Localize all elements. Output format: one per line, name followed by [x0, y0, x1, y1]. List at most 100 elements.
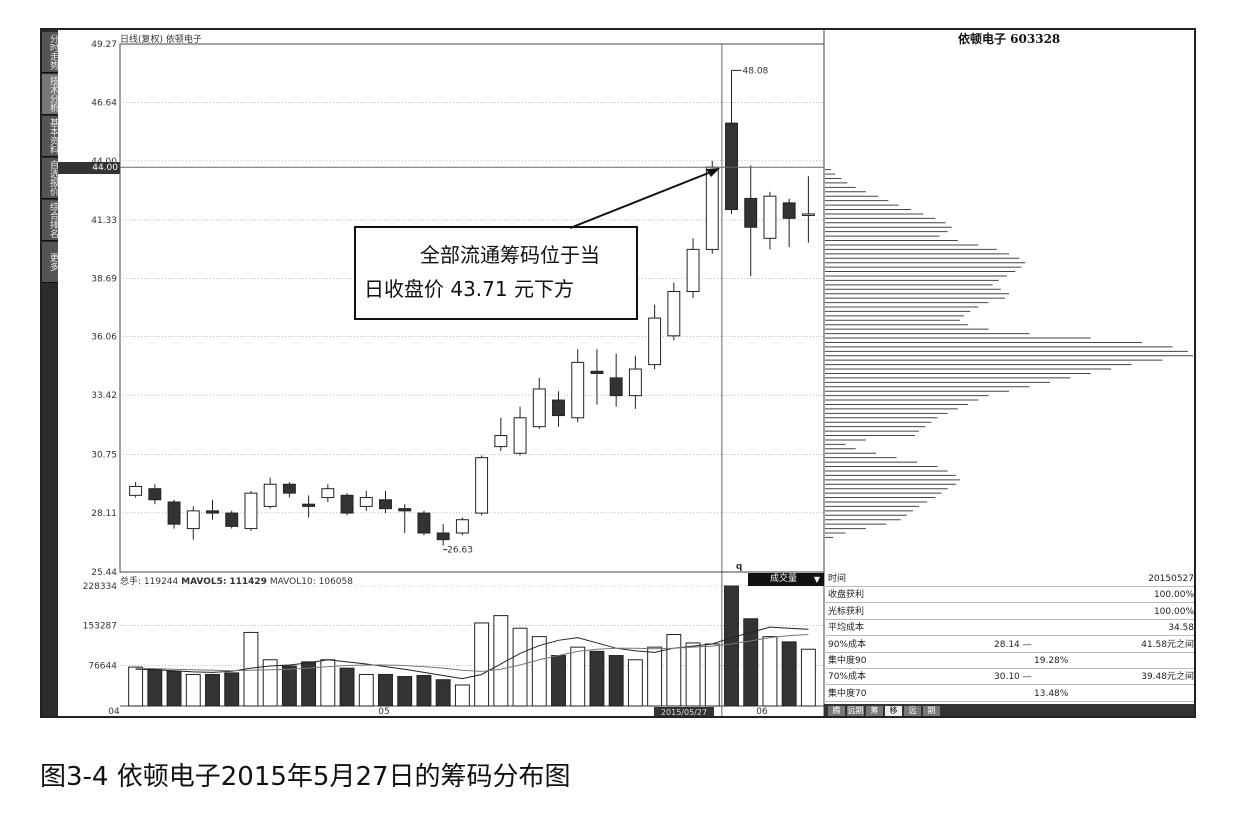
- info-row-value: 39.48元之间: [1141, 672, 1194, 683]
- info-row-label: 集中度90: [828, 656, 867, 666]
- volume-bar: [224, 672, 240, 707]
- info-row-value: 100.00%: [1153, 606, 1194, 617]
- candle-body: [590, 370, 604, 374]
- volume-bar: [724, 585, 739, 707]
- volume-bar: [627, 659, 643, 707]
- sidebar-tab-4[interactable]: 综合排名: [42, 200, 58, 241]
- candle-body: [475, 457, 489, 514]
- chip-info-tab-1[interactable]: 远期: [847, 706, 864, 716]
- candle-body: [763, 195, 777, 239]
- info-row: 收盘获利 100.00%: [824, 588, 1194, 604]
- annotation-callout: 全部流通筹码位于当 日收盘价 43.71 元下方: [354, 226, 638, 320]
- volume-tick-label: 76644: [88, 662, 117, 672]
- sidebar-tab-5[interactable]: 更多: [42, 242, 58, 283]
- current-price-marker: 44.00: [58, 162, 120, 174]
- candle-body: [455, 519, 469, 534]
- chevron-down-icon: ▼: [813, 575, 820, 584]
- candle-body: [186, 510, 200, 530]
- candle-body: [244, 492, 258, 530]
- mavol5-value: 111429: [229, 577, 267, 587]
- info-row-mid-value: 13.48%: [1034, 688, 1069, 699]
- callout-line-1: 全部流通筹码位于当: [420, 243, 600, 267]
- info-row-label: 平均成本: [828, 623, 865, 634]
- chip-info-panel: 时间 20150527 收盘获利 100.00% 光标获利 100.00% 平均成本 34.5…: [824, 572, 1194, 704]
- candle-body: [628, 368, 642, 397]
- chip-info-tab-5[interactable]: 期: [923, 706, 940, 716]
- left-tab-bar: 分时走势 技术分析 基本资料 自选报价 综合排名 更多: [42, 30, 58, 716]
- volume-bar: [454, 684, 470, 707]
- candle-body: [282, 483, 296, 494]
- info-row-label: 光标获利: [828, 606, 865, 617]
- indicator-select-button[interactable]: 成交量 ▼: [748, 573, 824, 586]
- info-row: 平均成本 34.58: [824, 621, 1194, 637]
- info-row-label: 集中度70: [828, 688, 867, 699]
- info-row-value: 100.00%: [1153, 590, 1194, 601]
- info-row: 时间 20150527: [824, 572, 1194, 587]
- price-tick-label: 36.06: [91, 333, 117, 343]
- chip-info-tab-0[interactable]: 腾: [828, 706, 845, 716]
- candle-body: [667, 290, 681, 337]
- price-tick-label: 49.27: [91, 40, 117, 50]
- price-tick-label: 33.42: [91, 391, 117, 401]
- candle-body: [436, 532, 450, 541]
- sidebar-tab-0[interactable]: 分时走势: [42, 32, 58, 73]
- volume-bar: [185, 673, 201, 707]
- volume-bar: [397, 676, 413, 707]
- candle-body: [359, 497, 373, 507]
- volume-bar: [781, 641, 797, 707]
- info-row-label: 70%成本: [828, 672, 867, 683]
- chip-info-tab-2[interactable]: 筹: [866, 706, 883, 716]
- sidebar-tab-1[interactable]: 技术分析: [42, 74, 58, 115]
- mavol5-line: [135, 626, 809, 680]
- candle-body: [532, 388, 546, 428]
- chart-title: 日线(复权) 依顿电子: [120, 35, 202, 45]
- candle-body: [782, 202, 796, 219]
- figure-caption: 图3-4 依顿电子2015年5月27日的筹码分布图: [40, 762, 571, 792]
- volume-bar: [570, 646, 586, 707]
- price-tick-label: 41.33: [91, 216, 117, 226]
- candle-body: [148, 488, 162, 501]
- info-row-mid-value: 30.10 —: [994, 672, 1032, 683]
- chip-info-tab-4[interactable]: 远: [904, 706, 921, 716]
- candle-body: [417, 512, 431, 534]
- candle-body: [398, 508, 412, 512]
- info-row: 90%成本 28.14 — 41.58元之间: [824, 638, 1194, 653]
- price-tick-label: 44.00: [91, 157, 117, 167]
- volume-bar: [378, 673, 393, 707]
- candle-body: [129, 485, 143, 496]
- volume-bar: [493, 615, 509, 707]
- cursor-date-label: 2015/05/27: [654, 707, 714, 716]
- candle-body: [494, 435, 508, 448]
- price-chart[interactable]: 49.27 46.64 44.00 41.33 38.69 36.06 33.42 30.75…: [42, 30, 1194, 716]
- candle-body: [513, 417, 527, 454]
- candle-body: [263, 483, 277, 507]
- sidebar-tab-3[interactable]: 自选报价: [42, 158, 58, 199]
- volume-bar: [647, 646, 663, 707]
- volume-bar: [166, 670, 182, 707]
- volume-bar: [762, 636, 778, 707]
- stock-name: 依顿电子 603328: [958, 32, 1061, 46]
- price-tick-label: 28.11: [91, 509, 117, 519]
- candle-body: [340, 494, 354, 514]
- candle-body: [571, 361, 585, 419]
- volume-bar: [512, 627, 528, 707]
- sidebar-tab-2[interactable]: 基本资料: [42, 116, 58, 157]
- candle-body: [379, 499, 392, 510]
- high-price-annotation: 48.08: [743, 66, 769, 76]
- info-row: 光标获利 100.00%: [824, 605, 1194, 620]
- mavol5-label: MAVOL5:: [181, 577, 227, 587]
- info-row: 70%成本 30.10 — 39.48元之间: [824, 670, 1194, 686]
- volume-bar: [551, 655, 566, 707]
- price-tick-label: 30.75: [91, 450, 117, 460]
- price-tick-label: 46.64: [91, 98, 117, 108]
- chip-info-tab-3[interactable]: 移: [885, 706, 902, 716]
- info-row: 集中度90 19.28%: [824, 654, 1194, 669]
- volume-bar: [531, 636, 547, 707]
- info-row-value: 20150527: [1148, 574, 1194, 584]
- callout-line-2: 日收盘价 43.71 元下方: [364, 277, 574, 301]
- candle-body: [302, 503, 316, 507]
- info-row-label: 收盘获利: [828, 590, 865, 601]
- volume-bar: [128, 666, 144, 707]
- volume-bar: [608, 655, 624, 707]
- candle-body: [744, 197, 758, 228]
